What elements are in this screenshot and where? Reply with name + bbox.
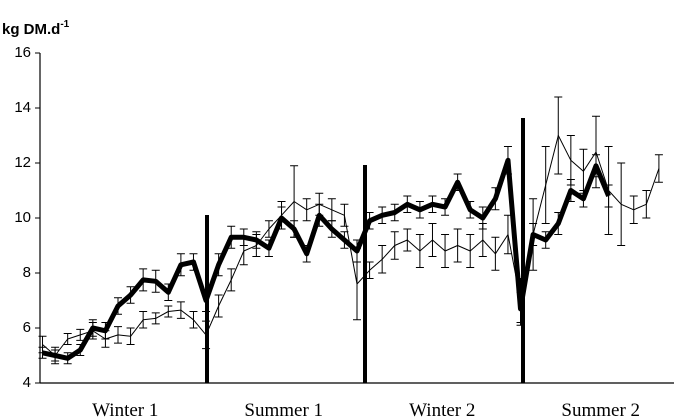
period-label: Winter 1 <box>92 400 158 419</box>
y-label-text: kg DM.d <box>2 21 60 38</box>
y-tick-label: 14 <box>14 99 31 116</box>
period-label: Summer 2 <box>561 400 640 419</box>
period-label: Summer 1 <box>244 400 323 419</box>
period-label: Winter 2 <box>409 400 475 419</box>
series-line <box>41 157 611 361</box>
error-bar <box>654 154 663 183</box>
y-label-superscript: -1 <box>60 19 69 30</box>
y-tick-label: 12 <box>14 154 31 171</box>
y-axis-label: kg DM.d-1 <box>2 19 70 38</box>
y-tick-label: 8 <box>23 264 31 281</box>
y-tick-label: 10 <box>14 209 31 226</box>
series-line <box>42 135 660 356</box>
y-tick-label: 16 <box>14 44 31 61</box>
y-tick-label: 4 <box>23 374 31 391</box>
y-tick-label: 6 <box>23 319 31 336</box>
